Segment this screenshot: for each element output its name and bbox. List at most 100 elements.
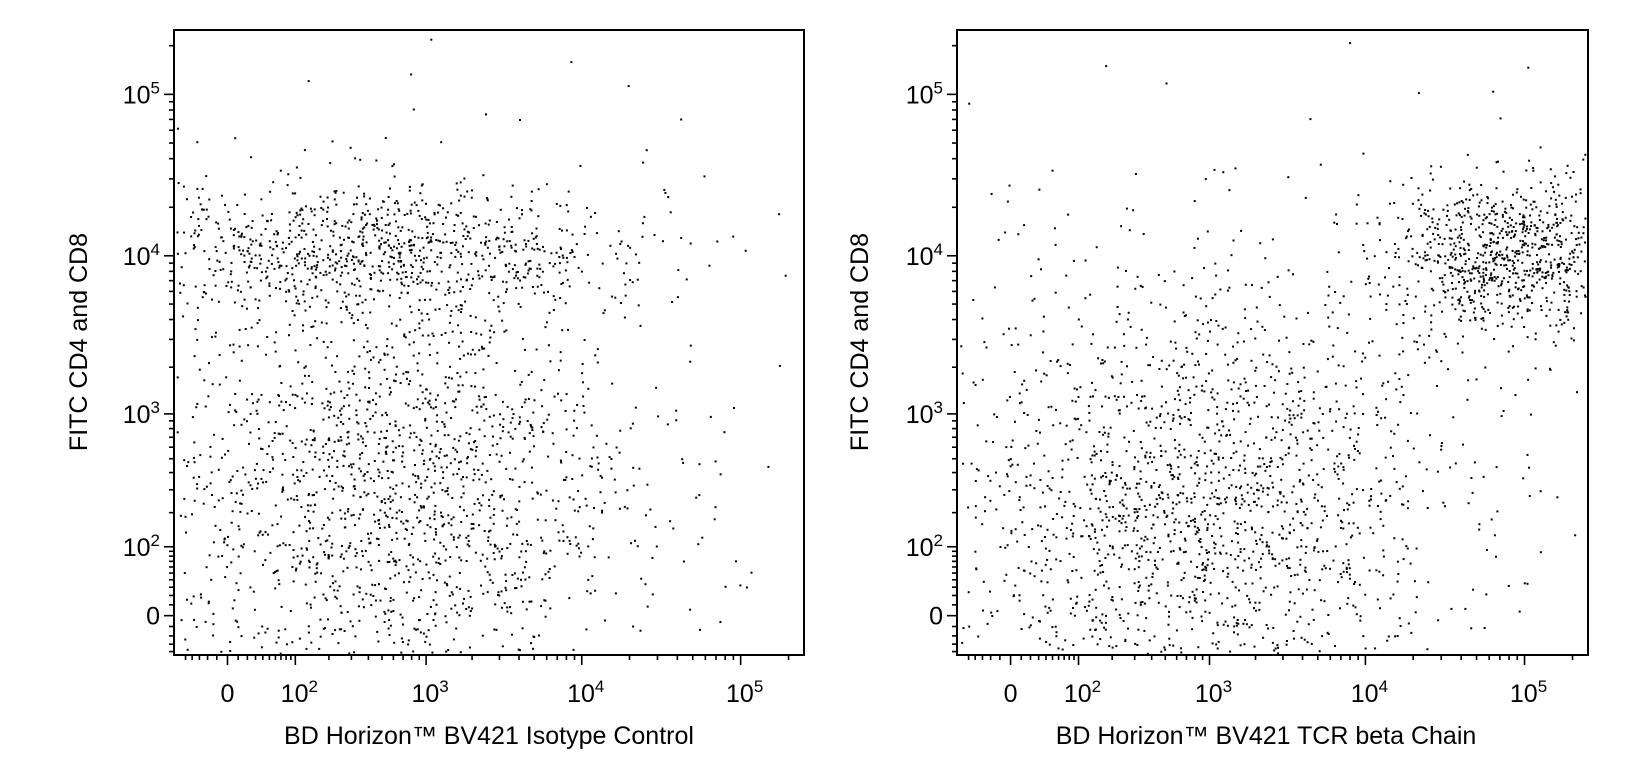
scatter-point: [271, 524, 274, 527]
scatter-point: [187, 461, 190, 464]
scatter-point: [543, 379, 546, 382]
scatter-point: [345, 443, 348, 446]
scatter-point: [463, 228, 466, 231]
scatter-point: [1566, 311, 1569, 314]
scatter-point: [363, 491, 366, 494]
scatter-point: [1203, 390, 1206, 393]
scatter-point: [205, 292, 207, 295]
scatter-point: [274, 421, 277, 423]
scatter-point: [1224, 353, 1227, 356]
scatter-point: [1136, 394, 1138, 396]
scatter-point: [409, 380, 412, 383]
scatter-point: [367, 560, 370, 563]
scatter-point: [1528, 274, 1531, 277]
scatter-point: [523, 481, 526, 484]
scatter-point: [1561, 218, 1564, 221]
scatter-point: [318, 248, 321, 251]
scatter-point: [379, 509, 382, 512]
scatter-point: [482, 403, 485, 406]
scatter-point: [301, 382, 304, 385]
scatter-point: [367, 532, 369, 535]
scatter-point: [558, 262, 561, 265]
scatter-point: [1033, 297, 1036, 300]
scatter-point: [1387, 635, 1390, 638]
scatter-point: [436, 351, 439, 354]
scatter-point: [212, 634, 215, 637]
scatter-point: [1515, 250, 1518, 253]
scatter-point: [425, 426, 428, 429]
scatter-point: [355, 414, 358, 417]
scatter-point: [241, 546, 244, 549]
scatter-point: [434, 443, 437, 446]
scatter-point: [1251, 471, 1254, 474]
scatter-point: [394, 574, 397, 577]
scatter-point: [193, 232, 196, 235]
scatter-point: [246, 307, 248, 310]
scatter-point: [1108, 645, 1111, 648]
scatter-point: [1552, 271, 1555, 274]
scatter-point: [1242, 340, 1245, 343]
scatter-point: [1459, 254, 1462, 257]
scatter-point: [1169, 428, 1172, 430]
scatter-point: [1200, 389, 1203, 392]
scatter-point: [1279, 456, 1282, 459]
scatter-point: [452, 473, 455, 476]
scatter-point: [632, 466, 635, 469]
scatter-point: [426, 524, 429, 527]
scatter-point: [1584, 217, 1587, 220]
scatter-point: [393, 245, 396, 248]
scatter-point: [275, 331, 278, 334]
scatter-point: [1461, 266, 1464, 269]
scatter-point: [467, 540, 470, 543]
scatter-point: [1214, 432, 1217, 435]
scatter-point: [1336, 455, 1339, 458]
scatter-point: [1160, 359, 1163, 362]
scatter-point: [303, 261, 306, 264]
scatter-point: [542, 422, 545, 425]
scatter-point: [594, 212, 597, 214]
scatter-point: [1486, 202, 1489, 204]
scatter-point: [1305, 588, 1308, 591]
scatter-point: [315, 491, 318, 494]
scatter-point: [1136, 510, 1139, 513]
scatter-point: [591, 575, 594, 578]
scatter-point: [1123, 436, 1126, 439]
scatter-point: [584, 497, 587, 500]
scatter-point: [1561, 211, 1564, 214]
scatter-point: [599, 491, 602, 494]
scatter-point: [566, 536, 569, 539]
scatter-point: [303, 149, 306, 152]
scatter-point: [322, 259, 325, 262]
scatter-point: [501, 494, 504, 497]
scatter-point: [254, 477, 257, 480]
scatter-point: [1237, 387, 1240, 390]
scatter-point: [1512, 345, 1514, 348]
scatter-point: [1370, 498, 1372, 501]
scatter-point: [289, 385, 292, 388]
scatter-point: [429, 526, 432, 529]
scatter-point: [1540, 238, 1543, 241]
scatter-point: [385, 231, 388, 234]
scatter-point: [1299, 479, 1302, 481]
scatter-point: [489, 529, 492, 532]
scatter-point: [329, 162, 332, 165]
scatter-point: [562, 539, 565, 542]
scatter-point: [340, 628, 343, 631]
scatter-point: [335, 597, 338, 600]
scatter-point: [426, 476, 429, 479]
scatter-point: [1496, 225, 1499, 228]
scatter-point: [364, 445, 367, 447]
scatter-point: [231, 607, 234, 610]
scatter-point: [341, 489, 344, 492]
scatter-point: [537, 188, 540, 191]
scatter-point: [1484, 243, 1487, 246]
scatter-point: [439, 240, 441, 243]
scatter-point: [573, 509, 576, 512]
scatter-point: [338, 236, 341, 239]
scatter-point: [1069, 364, 1071, 366]
scatter-point: [437, 562, 440, 565]
scatter-point: [383, 436, 386, 439]
scatter-point: [305, 547, 308, 550]
scatter-point: [1479, 275, 1482, 278]
scatter-point: [199, 593, 202, 596]
